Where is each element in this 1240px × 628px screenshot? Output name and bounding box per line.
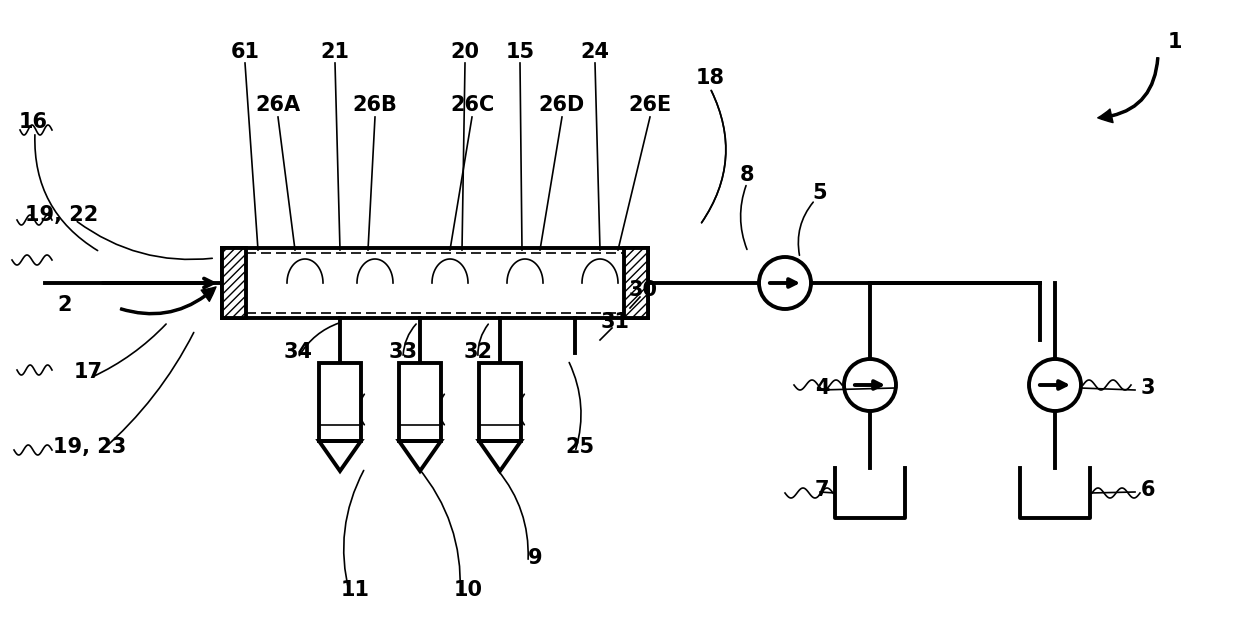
Text: 25: 25 (565, 437, 594, 457)
Text: 26A: 26A (255, 95, 300, 115)
Text: 10: 10 (454, 580, 482, 600)
Text: 16: 16 (19, 112, 47, 132)
Circle shape (1029, 359, 1081, 411)
Bar (479, 363, 521, 441)
Text: 26D: 26D (539, 95, 585, 115)
Text: 1: 1 (1168, 32, 1182, 52)
Text: 17: 17 (73, 362, 103, 382)
Text: 3: 3 (1141, 378, 1156, 398)
Text: 6: 6 (1141, 480, 1156, 500)
Text: 20: 20 (450, 42, 480, 62)
Text: 19, 22: 19, 22 (25, 205, 99, 225)
Bar (222, 248, 246, 318)
Bar (319, 363, 361, 441)
Bar (399, 363, 441, 441)
Text: 5: 5 (812, 183, 827, 203)
Text: 26C: 26C (450, 95, 494, 115)
Text: 11: 11 (341, 580, 370, 600)
Text: 31: 31 (600, 312, 630, 332)
Text: 30: 30 (629, 280, 657, 300)
FancyArrowPatch shape (120, 287, 216, 315)
Text: 32: 32 (464, 342, 492, 362)
Text: 61: 61 (231, 42, 259, 62)
Bar (222, 248, 649, 318)
Text: 19, 23: 19, 23 (53, 437, 126, 457)
Text: 4: 4 (815, 378, 830, 398)
Bar (624, 248, 649, 318)
Text: 7: 7 (815, 480, 830, 500)
Text: 24: 24 (580, 42, 610, 62)
Text: 15: 15 (506, 42, 534, 62)
Circle shape (844, 359, 897, 411)
Text: 21: 21 (320, 42, 350, 62)
Text: 2: 2 (58, 295, 72, 315)
Text: 18: 18 (696, 68, 724, 88)
Text: 9: 9 (528, 548, 542, 568)
Circle shape (759, 257, 811, 309)
Text: 34: 34 (284, 342, 312, 362)
Text: 26B: 26B (352, 95, 398, 115)
Text: 26E: 26E (629, 95, 672, 115)
Text: 8: 8 (740, 165, 754, 185)
FancyArrowPatch shape (1097, 58, 1159, 122)
Text: 33: 33 (388, 342, 418, 362)
